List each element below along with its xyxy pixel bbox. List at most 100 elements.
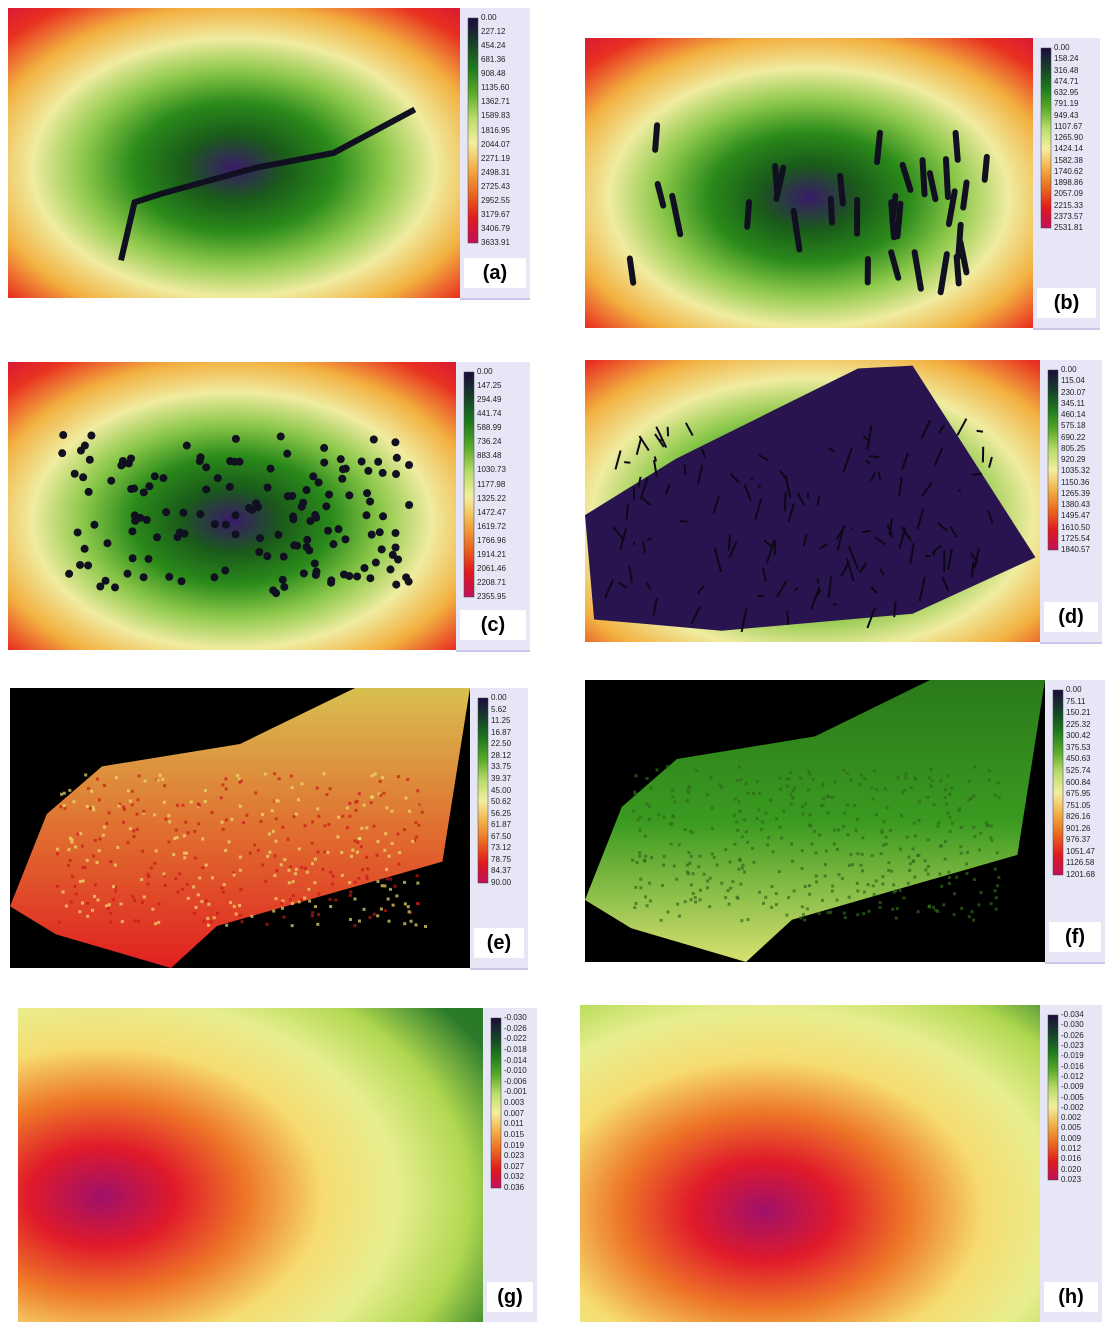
texture: [998, 796, 1001, 799]
feature-point: [102, 577, 110, 585]
texture: [836, 899, 839, 902]
texture: [846, 833, 849, 836]
feature-point: [119, 457, 127, 465]
texture: [197, 822, 200, 825]
texture: [294, 872, 297, 875]
texture: [221, 821, 224, 824]
texture: [157, 921, 160, 924]
legend-label: 1840.57: [1061, 546, 1090, 554]
texture: [863, 891, 866, 894]
legend-label: -0.006: [504, 1078, 527, 1086]
texture: [966, 851, 969, 854]
texture: [945, 802, 948, 805]
legend-label: 1914.21: [477, 551, 506, 559]
texture: [73, 885, 76, 888]
texture: [225, 818, 228, 821]
texture: [688, 862, 691, 865]
texture: [694, 900, 697, 903]
texture: [114, 890, 117, 893]
texture: [193, 830, 196, 833]
legend-label: 0.00: [481, 14, 497, 22]
legend-label: 3179.67: [481, 211, 510, 219]
texture: [220, 887, 223, 890]
texture: [292, 815, 295, 818]
feature-line: [957, 257, 959, 284]
legend-label: 525.74: [1066, 767, 1090, 775]
texture: [912, 847, 915, 850]
texture: [131, 895, 134, 898]
texture: [159, 774, 162, 777]
color-ramp: [491, 1018, 501, 1188]
texture: [273, 874, 276, 877]
texture: [132, 829, 135, 832]
texture: [824, 874, 827, 877]
texture: [882, 844, 885, 847]
texture: [809, 813, 812, 816]
feature-point: [358, 458, 366, 466]
texture: [197, 893, 200, 896]
legend-label: 1035.32: [1061, 467, 1090, 475]
texture: [944, 840, 947, 843]
map: [585, 680, 1045, 962]
texture: [678, 915, 681, 918]
texture: [273, 772, 276, 775]
texture: [357, 877, 360, 880]
feature-point: [392, 470, 400, 478]
texture: [662, 864, 665, 867]
texture: [311, 820, 314, 823]
texture: [224, 849, 227, 852]
texture: [733, 814, 736, 817]
feature-line: [630, 259, 633, 283]
feature-point: [341, 535, 349, 543]
texture: [176, 836, 179, 839]
texture: [637, 818, 640, 821]
texture: [371, 774, 374, 777]
feature-point: [370, 435, 378, 443]
legend-label: 454.24: [481, 42, 505, 50]
texture: [134, 919, 137, 922]
feature-point: [306, 517, 314, 525]
legend-label: 39.37: [491, 775, 511, 783]
panel-label: (e): [474, 928, 524, 958]
texture: [908, 869, 911, 872]
panel: 0.00227.12454.24681.36908.481135.601362.…: [8, 8, 530, 298]
texture: [194, 906, 197, 909]
texture: [790, 803, 793, 806]
texture: [648, 805, 651, 808]
texture: [913, 776, 916, 779]
map: [585, 38, 1033, 328]
texture: [818, 833, 821, 836]
texture: [112, 898, 115, 901]
texture: [887, 861, 890, 864]
legend-label: 1201.68: [1066, 871, 1095, 879]
legend-label: -0.010: [504, 1067, 527, 1075]
legend-label: -0.019: [1061, 1052, 1084, 1060]
texture: [414, 821, 417, 824]
texture: [648, 882, 651, 885]
texture: [174, 877, 177, 880]
texture: [186, 883, 189, 886]
texture: [376, 914, 379, 917]
texture: [778, 870, 781, 873]
texture: [365, 826, 368, 829]
texture: [361, 868, 364, 871]
texture: [910, 786, 913, 789]
texture: [692, 892, 695, 895]
texture: [842, 825, 845, 828]
texture: [826, 811, 829, 814]
texture: [860, 773, 863, 776]
texture: [354, 801, 357, 804]
texture: [394, 885, 397, 888]
texture: [875, 788, 878, 791]
texture: [663, 816, 666, 819]
texture: [761, 820, 764, 823]
map: [580, 1005, 1040, 1322]
texture: [108, 811, 111, 814]
texture: [666, 765, 669, 768]
legend-label: 0.002: [1061, 1114, 1081, 1122]
texture: [353, 839, 356, 842]
texture: [396, 833, 399, 836]
texture: [151, 908, 154, 911]
legend-label: 0.009: [1061, 1135, 1081, 1143]
texture: [387, 898, 390, 901]
